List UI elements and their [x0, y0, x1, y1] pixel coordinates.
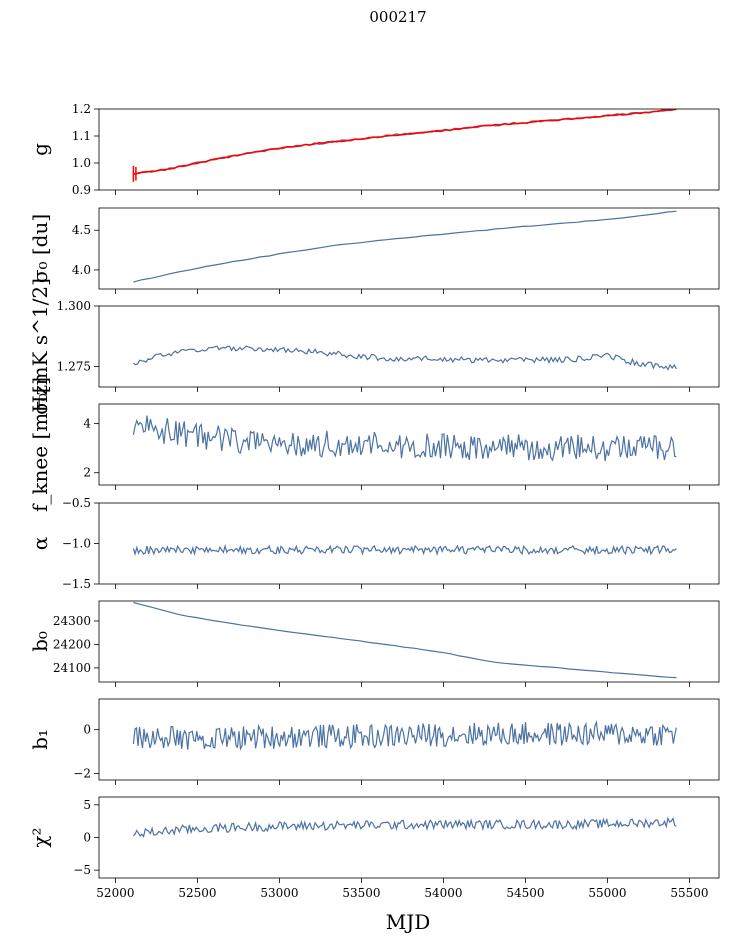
axes-frame [98, 108, 720, 191]
y-tick-label: −0.5 [62, 496, 91, 510]
series-line-0-0 [133, 109, 676, 175]
axes-frame [98, 796, 720, 879]
y-tick-label: 24200 [53, 637, 91, 651]
y-tick-label: 0 [83, 831, 91, 845]
y-tick-label: 1.300 [57, 299, 91, 313]
y-tick-label: 2 [83, 466, 91, 480]
panel-2: 1.275 1.300 σ₀[mK s^1/2] [28, 278, 720, 415]
x-axis-label: MJD [386, 910, 431, 934]
y-tick-label: 24100 [53, 661, 91, 675]
y-tick-label: 1.275 [57, 359, 91, 373]
axes-frame [98, 207, 720, 290]
y-tick-label: 4 [83, 417, 91, 431]
x-tick-label: 53500 [342, 886, 380, 900]
series-spike [132, 165, 137, 182]
y-axis-label: b₀ [28, 631, 52, 652]
y-axis-label: f_knee [mHz] [28, 377, 52, 512]
y-axis-label: g [28, 143, 52, 156]
panel-1: 4.0 4.5 σ₀ [du] [28, 207, 720, 294]
x-tick-label: 52500 [178, 886, 216, 900]
x-tick-label: 55000 [588, 886, 626, 900]
y-tick-label: 1.0 [72, 156, 91, 170]
y-tick-label: −5 [73, 863, 91, 877]
y-tick-label: −1.5 [62, 577, 91, 591]
y-tick-label: 4.0 [72, 263, 91, 277]
series-line-5-0 [133, 601, 677, 679]
series-line-0-1 [133, 109, 677, 175]
axes-frame [98, 305, 720, 388]
y-tick-label: −1.0 [62, 537, 91, 551]
x-tick-label: 53000 [260, 886, 298, 900]
y-tick-label: −2 [73, 766, 91, 780]
axes-frame [98, 403, 720, 486]
y-axis-label: χ² [28, 827, 52, 847]
y-axis-label: σ₀[mK s^1/2] [28, 278, 52, 415]
y-tick-label: 24300 [53, 614, 91, 628]
y-axis-label: b₁ [28, 729, 52, 750]
y-tick-label: 5 [83, 798, 91, 812]
series-line-1-0 [133, 210, 677, 283]
series-line-4-0 [132, 543, 677, 557]
x-tick-label: 54500 [506, 886, 544, 900]
y-tick-label: 0.9 [72, 183, 91, 197]
y-tick-label: 1.1 [72, 129, 91, 143]
panel-0: 0.9 1.0 1.1 1.2 g [28, 102, 720, 197]
panel-3: 2 4 f_knee [mHz] [28, 377, 720, 512]
x-tick-label: 52000 [96, 886, 134, 900]
figure-title: 000217 [369, 8, 426, 26]
axes-frame [98, 698, 720, 781]
x-tick-label: 55500 [670, 886, 708, 900]
series-line-7-0 [132, 816, 677, 838]
axes-frame [98, 502, 720, 585]
panels: 0.9 1.0 1.1 1.2 g 4.0 4.5 σ₀ [du] 1.275 1.300 σ₀[m… [28, 102, 720, 900]
panel-6: −2 0 b₁ [28, 698, 720, 785]
series-line-6-0 [132, 719, 677, 751]
axes-frame [98, 600, 720, 683]
panel-4: −1.5 −1.0 −0.5 α [28, 496, 720, 591]
y-tick-label: 0 [83, 723, 91, 737]
series-line-3-0 [132, 415, 677, 462]
y-tick-label: 4.5 [72, 223, 91, 237]
y-axis-label: σ₀ [du] [28, 214, 52, 283]
x-tick-label: 54000 [424, 886, 462, 900]
y-axis-label: α [28, 537, 52, 551]
panel-7: −5 0 5 52000 52500 53000 53500 54000 54500 55000 5… [28, 796, 720, 900]
series-line-2-0 [133, 345, 677, 371]
y-tick-label: 1.2 [72, 102, 91, 116]
